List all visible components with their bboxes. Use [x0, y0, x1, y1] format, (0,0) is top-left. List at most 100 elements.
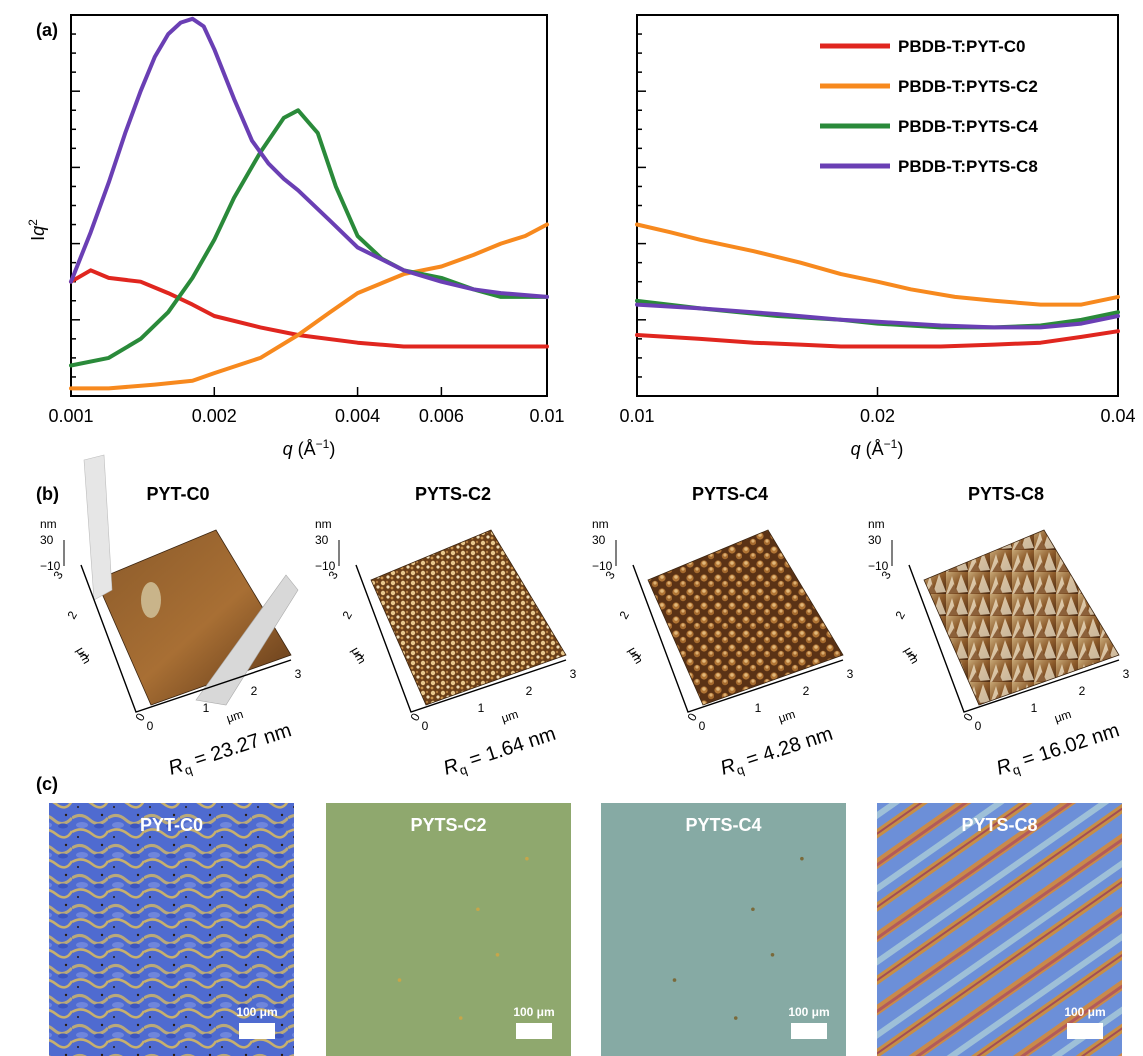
afm-y-unit: μm: [73, 645, 94, 667]
afm-y-tick-label: 2: [339, 608, 355, 621]
afm-x-tick-label: 0: [975, 719, 982, 733]
x-label-unit: (Å: [293, 439, 316, 459]
afm-x-unit: μm: [777, 707, 797, 726]
afm-x-tick-label: 1: [203, 701, 210, 715]
afm-bump: [141, 582, 161, 618]
afm-axes: [355, 564, 567, 713]
series-line-pbdb-t-pyts-c8: [69, 16, 549, 299]
afm-z-top: 30: [592, 533, 606, 547]
afm-title: PYTS-C4: [692, 484, 768, 504]
micrograph-title: PYTS-C8: [961, 815, 1037, 835]
legend-label: PBDB-T:PYTS-C8: [898, 157, 1038, 176]
scale-bar-label: 100 μm: [513, 1005, 554, 1019]
scale-bar-label: 100 μm: [236, 1005, 277, 1019]
panel-label-c: (c): [36, 774, 58, 794]
legend-label: PBDB-T:PYTS-C4: [898, 117, 1038, 136]
x-tick-label: 0.01: [619, 406, 654, 426]
afm-x-tick-label: 3: [847, 667, 854, 681]
afm-z-unit: nm: [40, 517, 57, 531]
micrograph-speck: [476, 907, 480, 912]
series-line-pbdb-t-pyt-c0: [635, 329, 1120, 349]
afm-roughness: Rq = 23.27 nm: [166, 719, 295, 782]
legend: PBDB-T:PYT-C0 PBDB-T:PYTS-C2 PBDB-T:PYTS-C…: [820, 37, 1038, 176]
afm-z-bottom: −10: [315, 559, 336, 573]
afm-title: PYTS-C8: [968, 484, 1044, 504]
micrograph-pyt-c0: PYT-C0 100 μm: [49, 803, 294, 1056]
micrograph-speck: [751, 907, 755, 912]
x-tick-label: 0.02: [860, 406, 895, 426]
afm-z-top: 30: [315, 533, 329, 547]
afm-x-tick-label: 0: [147, 719, 154, 733]
afm-surface-image: [370, 529, 567, 706]
micrograph-pyts-c4: PYTS-C4 100 μm: [601, 803, 846, 1056]
x-label-close: ): [329, 439, 335, 459]
x-tick-label: 0.01: [529, 406, 564, 426]
y-label-i: I: [28, 236, 48, 241]
scale-bar: [239, 1023, 275, 1039]
afm-axes: [80, 564, 292, 713]
x-label-q: q: [851, 439, 861, 459]
x-tick-label: 0.004: [335, 406, 380, 426]
micrograph-speck: [770, 953, 775, 957]
micrograph-speck: [733, 1016, 738, 1020]
plot-left-y-label: Iq2: [26, 219, 48, 241]
series-line-pbdb-t-pyts-c2: [69, 222, 549, 391]
x-tick-label: 0.04: [1100, 406, 1135, 426]
scale-bar: [516, 1023, 552, 1039]
afm-z-bottom: −10: [40, 559, 61, 573]
afm-z-unit: nm: [592, 517, 609, 531]
afm-z-bottom: −10: [868, 559, 889, 573]
micrograph-image: [49, 803, 294, 1056]
afm-x-tick-label: 3: [295, 667, 302, 681]
afm-z-top: 30: [40, 533, 54, 547]
micrograph-title: PYTS-C4: [685, 815, 761, 835]
afm-x-tick-label: 2: [803, 684, 810, 698]
micrograph-title: PYTS-C2: [410, 815, 486, 835]
micrograph-speck: [525, 856, 529, 861]
micrograph-pyts-c8: PYTS-C8 100 μm: [877, 803, 1122, 1056]
legend-label: PBDB-T:PYT-C0: [898, 37, 1026, 56]
plot-right-series: [635, 222, 1120, 349]
afm-x-tick-label: 3: [570, 667, 577, 681]
afm-x-tick-label: 2: [526, 684, 533, 698]
legend-label: PBDB-T:PYTS-C2: [898, 77, 1038, 96]
afm-roughness: Rq = 1.64 nm: [441, 723, 560, 783]
afm-axes: [908, 564, 1120, 713]
x-label-close: ): [897, 439, 903, 459]
micrograph-image: [601, 803, 846, 1056]
scale-bar: [791, 1023, 827, 1039]
afm-title: PYT-C0: [146, 484, 209, 504]
plot-right-x-label: q (Å−1): [851, 437, 904, 459]
scale-bar: [1067, 1023, 1103, 1039]
afm-z-unit: nm: [315, 517, 332, 531]
afm-x-tick-label: 1: [755, 701, 762, 715]
x-label-unit: (Å: [861, 439, 884, 459]
micrograph-speck: [672, 978, 677, 982]
plot-left-y-ticks: [71, 33, 80, 378]
afm-ridge: [195, 574, 299, 706]
afm-y-tick-label: 2: [616, 608, 632, 621]
y-label-q: q: [28, 226, 48, 236]
plot-left-x-ticks: 0.001 0.002 0.004 0.006 0.01: [48, 387, 565, 426]
afm-x-tick-label: 2: [251, 684, 258, 698]
afm-roughness: Rq = 4.28 nm: [718, 723, 837, 783]
afm-x-tick-label: 0: [422, 719, 429, 733]
panel-label-b: (b): [36, 484, 59, 504]
afm-y-unit: μm: [348, 645, 369, 667]
afm-x-unit: μm: [225, 707, 245, 726]
series-line-pbdb-t-pyts-c2: [635, 222, 1120, 307]
micrograph-title: PYT-C0: [140, 815, 203, 835]
afm-title: PYTS-C2: [415, 484, 491, 504]
afm-z-unit: nm: [868, 517, 885, 531]
plot-left-series: [69, 16, 549, 391]
afm-peak: [83, 454, 113, 601]
afm-x-tick-label: 2: [1079, 684, 1086, 698]
afm-y-unit: μm: [625, 645, 646, 667]
afm-y-tick-label: 2: [892, 608, 908, 621]
series-line-pbdb-t-pyt-c0: [69, 268, 549, 349]
micrograph-pyts-c2: PYTS-C2 100 μm: [326, 803, 571, 1056]
